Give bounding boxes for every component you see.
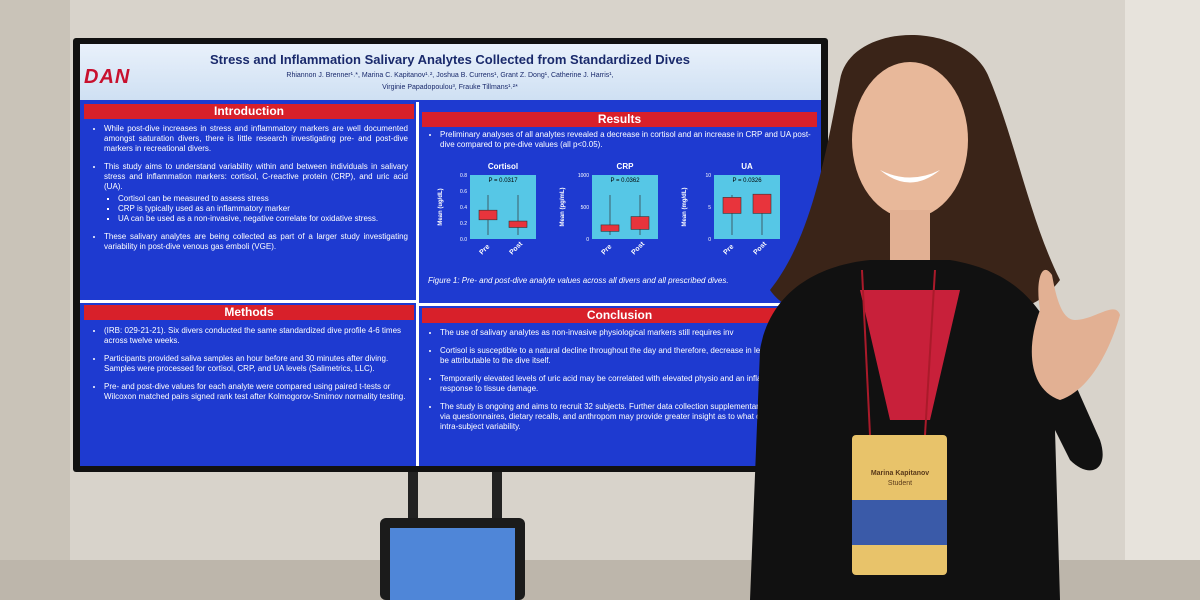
logo: DAN [84, 66, 131, 88]
y-tick-label: 0 [586, 237, 589, 243]
box [508, 220, 528, 228]
bullet: While post-dive increases in stress and … [104, 124, 408, 154]
section-heading: Introduction [84, 104, 414, 119]
bullet: These salivary analytes are being collec… [104, 232, 408, 252]
face [852, 62, 968, 218]
wall-panel [0, 0, 70, 600]
section-heading: Conclusion [422, 308, 817, 323]
sub-bullet: UA can be used as a non-invasive, negati… [118, 214, 408, 224]
y-tick-label: 0.4 [460, 205, 467, 211]
y-axis-label: Mean (mg/dL) [682, 188, 688, 227]
y-axis-label: Mean (pg/mL) [560, 188, 566, 227]
plot-area [470, 175, 536, 239]
poster-header: DAN Stress and Inflammation Salivary Ana… [80, 44, 821, 100]
divider [416, 102, 419, 466]
chart-title: Cortisol [488, 162, 518, 171]
poster: DAN Stress and Inflammation Salivary Ana… [80, 44, 821, 466]
p-value: P = 0.0326 [732, 178, 762, 184]
top [860, 290, 960, 420]
mini-chart: UA P = 0.0326 Mean (mg/dL) 10 5 0 Pre Post [674, 159, 784, 269]
person: Marina Kapitanov Student [750, 35, 1120, 600]
lanyard [924, 269, 936, 436]
lanyard [861, 269, 871, 436]
group-label: Pre [600, 243, 613, 256]
section-heading: Methods [84, 305, 414, 320]
chart-svg: CRP P = 0.0362 Mean (pg/mL) 1000 500 0 Pre Post [560, 162, 658, 256]
jacket [750, 260, 1103, 600]
bullet: Preliminary analyses of all analytes rev… [440, 130, 816, 150]
section-body: The use of salivary analytes as non-inva… [426, 328, 816, 440]
section-heading: Results [422, 112, 817, 127]
y-tick-label: 0.2 [460, 221, 467, 227]
y-tick-label: 0.8 [460, 173, 467, 179]
p-value: P = 0.0362 [610, 178, 640, 184]
bullet: This study aims to understand variabilit… [104, 162, 408, 224]
group-label: Pre [478, 243, 491, 256]
chart-title: CRP [617, 162, 635, 171]
y-tick-label: 0 [708, 237, 711, 243]
bullet-text: This study aims to understand variabilit… [104, 162, 408, 191]
y-tick-label: 5 [708, 205, 711, 211]
mini-chart: Cortisol P = 0.0317 Mean (ug/dL) 0.8 0.6 0.4 0… [430, 159, 540, 269]
hand [1031, 269, 1120, 400]
bullet: (IRB: 029-21-21). Six divers conducted t… [104, 326, 408, 346]
smile [880, 170, 940, 183]
section-body: Preliminary analyses of all analytes rev… [426, 130, 816, 158]
bullet: Cortisol is susceptible to a natural dec… [440, 346, 816, 366]
authors: Rhiannon J. Brenner¹˒*, Marina C. Kapita… [286, 72, 614, 79]
authors: Virginie Papadopoulou³, Frauke Tillmans¹… [382, 84, 518, 91]
y-axis-label: Mean (ug/dL) [438, 188, 444, 225]
p-value: P = 0.0317 [488, 178, 518, 184]
badge-band [852, 500, 947, 545]
box [630, 216, 650, 230]
sub-bullet: CRP is typically used as an inflammatory… [118, 204, 408, 214]
neck [890, 210, 930, 260]
box [752, 193, 772, 214]
chart-title: UA [741, 162, 753, 171]
group-label: Post [508, 240, 524, 256]
stand [492, 470, 502, 530]
box [600, 224, 620, 232]
bullet: The use of salivary analytes as non-inva… [440, 328, 816, 338]
badge-name: Marina Kapitanov [871, 470, 929, 477]
box [478, 209, 498, 221]
divider [419, 303, 821, 306]
y-tick-label: 1000 [578, 173, 589, 179]
bullet: The study is ongoing and aims to recruit… [440, 402, 816, 432]
section-body: (IRB: 029-21-21). Six divers conducted t… [90, 326, 408, 410]
group-label: Post [630, 240, 646, 256]
y-tick-label: 10 [705, 173, 711, 179]
section-body: While post-dive increases in stress and … [90, 124, 408, 260]
stand [408, 470, 418, 530]
y-tick-label: 0.6 [460, 189, 467, 195]
wall-panel [1125, 0, 1200, 600]
mini-chart: CRP P = 0.0362 Mean (pg/mL) 1000 500 0 Pre Post [552, 159, 662, 269]
box [722, 197, 742, 214]
sub-bullet: Cortisol can be measured to assess stres… [118, 194, 408, 204]
y-tick-label: 0.0 [460, 237, 467, 243]
poster-title: Stress and Inflammation Salivary Analyte… [210, 52, 690, 67]
bullet: Participants provided saliva samples an … [104, 354, 408, 374]
figure-caption: Figure 1: Pre- and post-dive analyte val… [428, 276, 729, 285]
badge-role: Student [888, 480, 912, 487]
divider [80, 300, 418, 303]
bullet: Pre- and post-dive values for each analy… [104, 382, 408, 402]
chart-svg: Cortisol P = 0.0317 Mean (ug/dL) 0.8 0.6 0.4 0… [438, 162, 536, 256]
y-tick-label: 500 [581, 205, 590, 211]
tablet-screen [390, 528, 515, 600]
bullet: Temporarily elevated levels of uric acid… [440, 374, 816, 394]
